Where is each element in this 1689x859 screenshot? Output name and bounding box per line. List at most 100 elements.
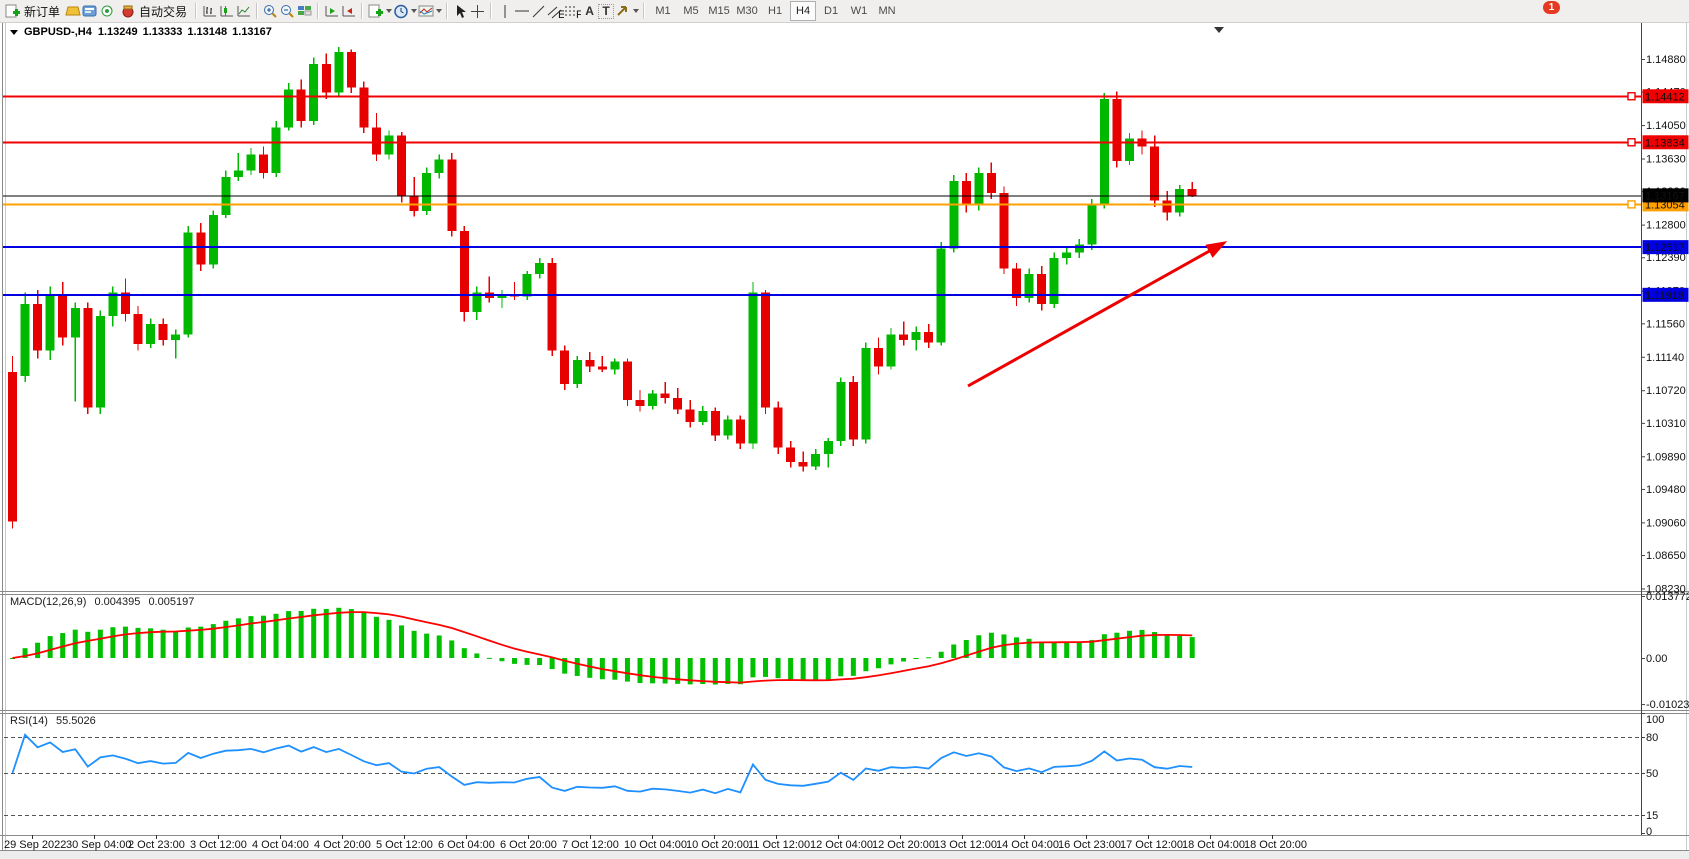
zoom-in-icon[interactable]	[262, 3, 279, 19]
candle-bearish	[296, 89, 306, 122]
line-handle[interactable]	[1627, 138, 1636, 147]
candle-bullish	[284, 89, 294, 128]
macd-histogram-bar	[750, 658, 756, 678]
macd-histogram-bar	[348, 609, 354, 658]
macd-histogram-bar	[411, 630, 417, 658]
macd-histogram-bar	[449, 640, 455, 658]
timeframe-mn[interactable]: MN	[878, 5, 896, 17]
candle-bullish	[472, 292, 482, 313]
macd-histogram-bar	[863, 658, 869, 672]
line-handle[interactable]	[1627, 92, 1636, 101]
vertical-line-tool-icon[interactable]	[496, 3, 513, 19]
candle-bearish	[585, 359, 595, 367]
dropdown-caret-icon[interactable]	[386, 9, 393, 13]
macd-histogram-bar	[122, 626, 128, 658]
macd-histogram-bar	[336, 607, 342, 658]
candle-bullish	[20, 304, 30, 376]
macd-histogram-bar	[1152, 632, 1158, 658]
macd-histogram-bar	[160, 629, 166, 658]
auto-scroll-icon[interactable]	[323, 3, 340, 19]
zoom-out-icon[interactable]	[279, 3, 296, 19]
candle-bullish	[836, 382, 846, 442]
chart-shift-marker[interactable]	[1214, 27, 1224, 33]
macd-histogram-bar	[1064, 641, 1070, 658]
cursor-tool-icon[interactable]	[452, 3, 469, 19]
horizontal-line-tool-icon[interactable]	[513, 3, 530, 19]
macd-histogram-bar	[135, 627, 141, 658]
candle-bullish	[723, 419, 733, 436]
macd-histogram-bar	[436, 635, 442, 658]
candle-bearish	[873, 348, 883, 367]
new-order-button[interactable]: 新订单	[1, 1, 63, 21]
macd-signal-line	[12, 611, 1193, 684]
macd-histogram-bar	[687, 658, 693, 685]
terminal-icon[interactable]	[81, 3, 98, 19]
line-handle[interactable]	[1627, 200, 1636, 209]
template-icon[interactable]	[417, 3, 434, 19]
time-tick-label: 16 Oct 23:00	[1058, 839, 1121, 851]
candlestick-mode-icon[interactable]	[218, 3, 235, 19]
macd-histogram-bar	[1076, 641, 1082, 658]
candle-bearish	[1162, 200, 1172, 213]
candle-bullish	[911, 332, 921, 341]
time-tick-label: 3 Oct 12:00	[190, 839, 247, 851]
macd-histogram-bar	[173, 630, 179, 658]
equidistant-channel-tool-icon[interactable]: E	[547, 3, 564, 19]
time-tick-label: 17 Oct 12:00	[1120, 839, 1183, 851]
crosshair-tool-icon[interactable]	[469, 3, 486, 19]
line-chart-mode-icon[interactable]	[235, 3, 252, 19]
candle-bearish	[986, 172, 996, 193]
macd-histogram-bar	[198, 626, 204, 658]
timeframe-m1[interactable]: M1	[655, 5, 671, 17]
fibonacci-tool-icon[interactable]: F	[564, 3, 581, 19]
price-line-label-box	[1642, 135, 1689, 150]
autotrading-label: 自动交易	[139, 4, 188, 19]
arrows-tool-icon[interactable]	[614, 3, 631, 19]
autotrading-button[interactable]: 自动交易	[116, 1, 190, 21]
dropdown-caret-icon[interactable]	[633, 9, 640, 13]
toolbar-separator	[256, 3, 259, 19]
dropdown-caret-icon[interactable]	[411, 9, 418, 13]
notification-badge[interactable]: 1	[1543, 1, 1560, 14]
text-label-tool-icon[interactable]: T	[598, 3, 615, 19]
timeframe-m5[interactable]: M5	[683, 5, 699, 17]
trendline-tool-icon[interactable]	[530, 3, 547, 19]
macd-histogram-bar	[286, 611, 292, 658]
period-clock-icon[interactable]	[392, 3, 409, 19]
candle-bullish	[146, 324, 156, 345]
macd-histogram-bar	[1114, 632, 1120, 658]
metaeditor-icon[interactable]	[64, 3, 81, 19]
timeframe-h4[interactable]: H4	[790, 1, 817, 21]
macd-histogram-bar	[788, 658, 794, 680]
low-value: 1.13148	[187, 26, 228, 38]
dropdown-caret-icon[interactable]	[436, 9, 443, 13]
timeframe-m15[interactable]: M15	[708, 5, 730, 17]
ohlc-values: 1.13249 1.13333 1.13148 1.13167	[98, 26, 272, 38]
new-indicator-icon[interactable]	[367, 3, 384, 19]
timeframe-m30[interactable]: M30	[736, 5, 758, 17]
timeframe-d1[interactable]: D1	[824, 5, 839, 17]
macd-histogram-bar	[22, 648, 28, 658]
macd-histogram-bar	[624, 658, 630, 682]
candle-bullish	[233, 170, 243, 177]
chart-shift-icon[interactable]	[340, 3, 357, 19]
macd-histogram-bar	[737, 658, 743, 685]
candle-bearish	[848, 382, 858, 440]
signals-icon[interactable]	[98, 3, 115, 19]
timeframe-w1[interactable]: W1	[850, 5, 868, 17]
candle-bearish	[8, 371, 17, 522]
collapse-panel-icon[interactable]	[10, 29, 18, 35]
bar-chart-mode-icon[interactable]	[201, 3, 218, 19]
trend-arrow-object[interactable]	[967, 241, 1228, 388]
macd-histogram-bar	[399, 625, 405, 658]
macd-histogram-bar	[60, 633, 66, 658]
timeframe-h1[interactable]: H1	[768, 5, 783, 17]
toolbar-separator	[317, 3, 320, 19]
macd-histogram-bar	[800, 658, 806, 681]
rsi-indicator-label: RSI(14) 55.5026	[10, 715, 101, 727]
candle-bullish	[70, 308, 80, 338]
text-tool-icon[interactable]: A	[585, 4, 594, 18]
macd-histogram-bar	[311, 608, 317, 658]
tile-windows-icon[interactable]	[296, 3, 313, 19]
